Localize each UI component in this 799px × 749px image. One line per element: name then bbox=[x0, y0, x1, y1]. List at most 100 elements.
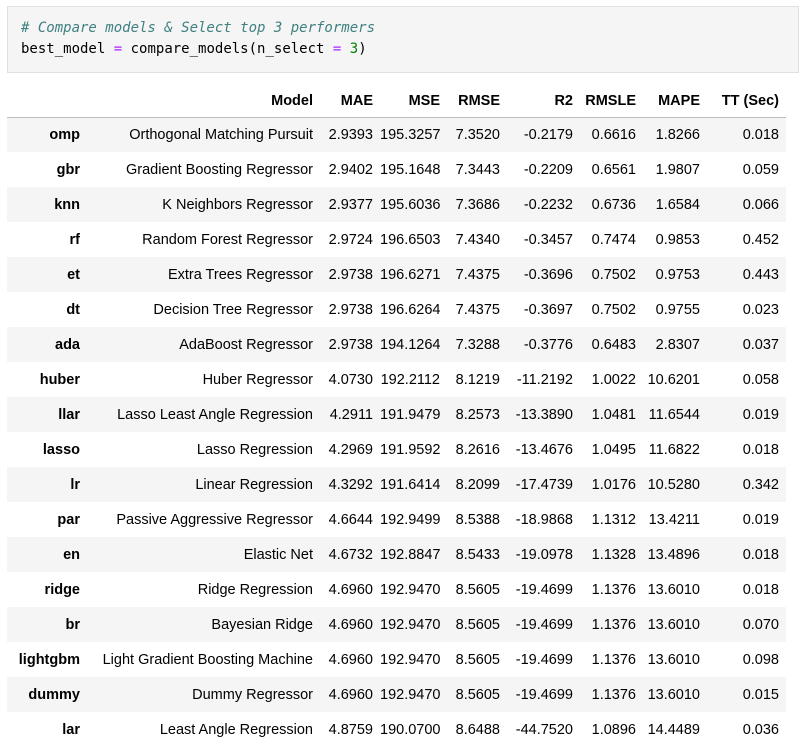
table-cell: 10.6201 bbox=[647, 371, 700, 388]
table-cell: 0.9753 bbox=[655, 266, 700, 283]
table-row: ridge Ridge Regression 4.6960 192.9470 8.560… bbox=[7, 572, 786, 607]
table-cell: 0.6736 bbox=[591, 196, 636, 213]
column-header-mae: MAE bbox=[320, 85, 380, 118]
table-cell: 1.0481 bbox=[591, 406, 636, 423]
row-index: dummy bbox=[28, 686, 80, 703]
table-cell: -19.4699 bbox=[515, 651, 573, 668]
table-cell: 191.9592 bbox=[380, 441, 441, 458]
table-cell: 0.098 bbox=[742, 651, 779, 668]
table-cell: 192.9470 bbox=[380, 616, 441, 633]
code-number: 3 bbox=[349, 41, 359, 57]
table-cell: 8.2573 bbox=[455, 406, 500, 423]
table-cell: 191.6414 bbox=[380, 476, 441, 493]
row-index: lr bbox=[70, 476, 80, 493]
table-cell: 196.6503 bbox=[380, 231, 441, 248]
column-header-model: Model bbox=[87, 85, 320, 118]
results-table: Model MAE MSE RMSE R2 RMSLE MAPE TT (Sec) omp Or… bbox=[7, 85, 786, 747]
table-header-row: Model MAE MSE RMSE R2 RMSLE MAPE TT (Sec) bbox=[7, 85, 786, 118]
output-area: Model MAE MSE RMSE R2 RMSLE MAPE TT (Sec) omp Or… bbox=[7, 85, 786, 747]
table-cell: 1.9807 bbox=[655, 161, 700, 178]
code-operator: = bbox=[113, 41, 123, 57]
table-row: br Bayesian Ridge 4.6960 192.9470 8.5605 -19.… bbox=[7, 607, 786, 642]
table-cell: 191.9479 bbox=[380, 406, 441, 423]
table-cell: 8.5388 bbox=[455, 511, 500, 528]
row-index: ada bbox=[55, 336, 80, 353]
table-cell: 8.5433 bbox=[455, 546, 500, 563]
table-cell: -0.3696 bbox=[523, 266, 573, 283]
table-cell: 1.1376 bbox=[591, 651, 636, 668]
table-cell: 2.9738 bbox=[328, 266, 373, 283]
table-cell: 1.1376 bbox=[591, 686, 636, 703]
table-cell: 4.6960 bbox=[328, 616, 373, 633]
table-cell: Dummy Regressor bbox=[192, 686, 313, 703]
table-cell: 0.018 bbox=[742, 441, 779, 458]
table-cell: 0.7474 bbox=[591, 231, 636, 248]
table-cell: 0.018 bbox=[742, 126, 779, 143]
table-cell: 1.8266 bbox=[655, 126, 700, 143]
table-cell: 8.2099 bbox=[455, 476, 500, 493]
row-index: et bbox=[67, 266, 80, 283]
table-cell: Elastic Net bbox=[243, 546, 313, 563]
column-header-r2: R2 bbox=[507, 85, 580, 118]
table-cell: 1.1376 bbox=[591, 616, 636, 633]
table-cell: 1.1328 bbox=[591, 546, 636, 563]
column-header-mape: MAPE bbox=[643, 85, 707, 118]
row-index: br bbox=[65, 616, 81, 633]
table-cell: 8.1219 bbox=[455, 371, 500, 388]
table-row: huber Huber Regressor 4.0730 192.2112 8.1219… bbox=[7, 362, 786, 397]
table-row: dt Decision Tree Regressor 2.9738 196.6264 7… bbox=[7, 292, 786, 327]
row-index: huber bbox=[39, 371, 80, 388]
table-cell: 8.6488 bbox=[455, 721, 500, 738]
table-cell: -19.4699 bbox=[515, 686, 573, 703]
table-row: et Extra Trees Regressor 2.9738 196.6271 7.4… bbox=[7, 257, 786, 292]
table-row: lasso Lasso Regression 4.2969 191.9592 8.261… bbox=[7, 432, 786, 467]
row-index: knn bbox=[54, 196, 80, 213]
row-index: lasso bbox=[42, 441, 80, 458]
code-cell[interactable]: # Compare models & Select top 3 performe… bbox=[7, 6, 799, 73]
table-row: par Passive Aggressive Regressor 4.6644 192… bbox=[7, 502, 786, 537]
table-cell: 8.5605 bbox=[455, 616, 500, 633]
table-cell: Orthogonal Matching Pursuit bbox=[129, 126, 313, 143]
table-cell: -19.4699 bbox=[515, 581, 573, 598]
table-cell: -0.2209 bbox=[523, 161, 573, 178]
table-cell: 0.023 bbox=[742, 301, 779, 318]
table-cell: 192.9470 bbox=[380, 651, 441, 668]
table-cell: 0.036 bbox=[742, 721, 779, 738]
table-row: lightgbm Light Gradient Boosting Machine 4… bbox=[7, 642, 786, 677]
table-cell: 13.4211 bbox=[648, 511, 700, 528]
table-cell: 7.4375 bbox=[455, 301, 500, 318]
table-cell: 4.6732 bbox=[328, 546, 373, 563]
column-header-tt-sec: TT (Sec) bbox=[707, 85, 786, 118]
table-row: ada AdaBoost Regressor 2.9738 194.1264 7.328… bbox=[7, 327, 786, 362]
table-cell: 8.5605 bbox=[455, 581, 500, 598]
table-cell: Linear Regression bbox=[195, 476, 313, 493]
table-cell: 196.6264 bbox=[380, 301, 441, 318]
table-cell: 2.9393 bbox=[328, 126, 373, 143]
table-cell: -44.7520 bbox=[515, 721, 573, 738]
table-cell: 13.6010 bbox=[647, 686, 700, 703]
table-cell: -0.3697 bbox=[523, 301, 573, 318]
code-line: best_model = compare_models(n_select = 3… bbox=[21, 39, 798, 60]
table-row: dummy Dummy Regressor 4.6960 192.9470 8.5605… bbox=[7, 677, 786, 712]
table-cell: 0.452 bbox=[742, 231, 779, 248]
table-cell: 2.9724 bbox=[328, 231, 373, 248]
table-cell: 2.9402 bbox=[328, 161, 373, 178]
table-cell: Extra Trees Regressor bbox=[167, 266, 313, 283]
table-cell: 7.3520 bbox=[455, 126, 500, 143]
row-index: lar bbox=[62, 721, 80, 738]
code-close-paren: ) bbox=[358, 41, 367, 57]
table-cell: 14.4489 bbox=[647, 721, 700, 738]
table-cell: 195.1648 bbox=[380, 161, 441, 178]
table-row: lar Least Angle Regression 4.8759 190.0700 8… bbox=[7, 712, 786, 747]
row-index: llar bbox=[58, 406, 80, 423]
table-cell: 0.7502 bbox=[591, 301, 636, 318]
table-cell: 195.3257 bbox=[380, 126, 441, 143]
table-cell: 8.5605 bbox=[455, 651, 500, 668]
table-cell: 13.6010 bbox=[647, 616, 700, 633]
table-cell: 2.8307 bbox=[655, 336, 700, 353]
table-cell: 1.0022 bbox=[591, 371, 636, 388]
table-cell: 1.6584 bbox=[655, 196, 700, 213]
table-cell: 192.9470 bbox=[380, 581, 441, 598]
index-header bbox=[7, 85, 87, 118]
table-cell: 7.3443 bbox=[455, 161, 500, 178]
